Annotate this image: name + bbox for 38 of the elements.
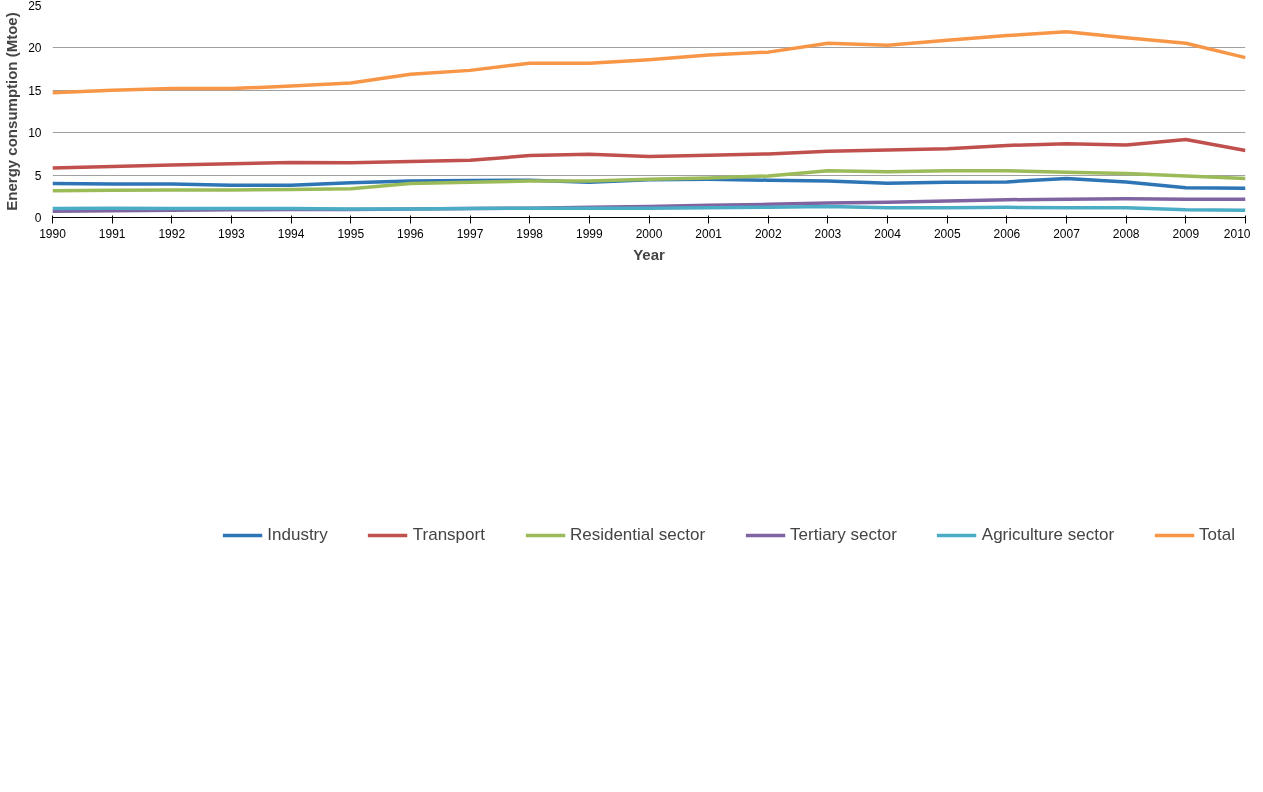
y-tick-label: 10 <box>28 126 42 141</box>
x-tick-label: 2010 <box>1223 226 1251 241</box>
legend-label: Total <box>1199 525 1235 545</box>
x-tick-label: 1996 <box>397 226 425 241</box>
y-tick-label: 5 <box>34 168 42 183</box>
x-tick-label: 2008 <box>1112 226 1140 241</box>
y-tick-label: 15 <box>28 83 42 98</box>
legend-label: Transport <box>412 525 485 545</box>
x-tick-label: 2007 <box>1053 226 1081 241</box>
y-tick-label: 0 <box>34 211 42 225</box>
y-axis-title: Energy consumption (Mtoe) <box>3 12 21 211</box>
x-tick-label: 2001 <box>695 226 723 241</box>
x-tick-label: 1992 <box>158 226 186 241</box>
x-tick-label: 1990 <box>39 226 67 241</box>
x-tick-label: 1994 <box>277 226 305 241</box>
legend-label: Industry <box>267 525 328 545</box>
legend-label: Tertiary sector <box>790 525 897 545</box>
legend-label: Residential sector <box>569 525 706 545</box>
legend-label: Agriculture sector <box>981 525 1115 545</box>
y-tick-label: 20 <box>28 41 42 56</box>
x-tick-label: 1998 <box>516 226 544 241</box>
line-series <box>52 137 1246 170</box>
x-tick-label: 1997 <box>456 226 484 241</box>
x-tick-label: 1995 <box>337 226 365 241</box>
x-tick-label: 1999 <box>576 226 604 241</box>
x-tick-label: 2005 <box>933 226 961 241</box>
x-tick-label: 1991 <box>98 226 126 241</box>
line-series <box>52 30 1246 95</box>
x-tick-label: 2009 <box>1172 226 1200 241</box>
y-tick-label: 25 <box>28 0 42 13</box>
x-axis-title: Year <box>633 245 666 263</box>
x-tick-label: 2004 <box>874 226 902 241</box>
line-series <box>52 169 1246 193</box>
x-tick-label: 2000 <box>635 226 663 241</box>
x-tick-label: 2003 <box>814 226 842 241</box>
x-tick-label: 2006 <box>993 226 1021 241</box>
x-tick-label: 2002 <box>754 226 782 241</box>
x-tick-label: 1993 <box>218 226 246 241</box>
